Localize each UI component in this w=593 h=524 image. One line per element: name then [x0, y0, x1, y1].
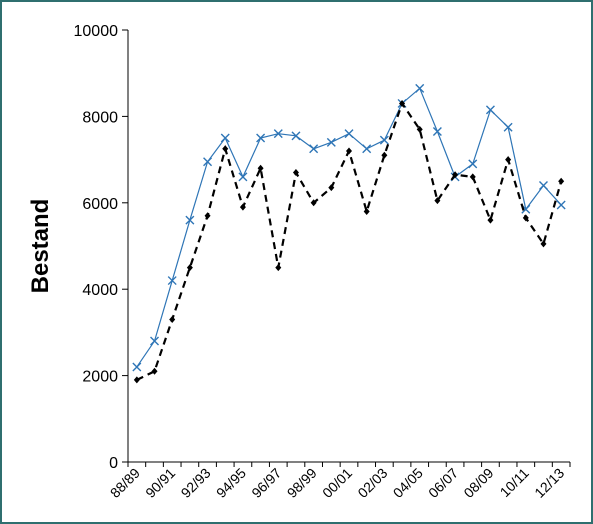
x-tick-label: 96/97 — [248, 465, 284, 501]
y-tick-label: 0 — [109, 455, 118, 472]
point-marker — [522, 214, 529, 222]
y-tick-label: 6000 — [82, 196, 118, 213]
point-marker — [505, 156, 512, 164]
x-tick-label: 04/05 — [390, 465, 426, 501]
x-tick-label: 10/11 — [497, 465, 533, 501]
y-tick-label: 4000 — [82, 282, 118, 299]
point-marker — [150, 336, 160, 346]
x-tick-label: 08/09 — [460, 465, 496, 501]
point-marker — [344, 129, 354, 139]
x-tick-label: 00/01 — [319, 465, 355, 501]
point-marker — [203, 157, 213, 167]
point-marker — [238, 172, 248, 182]
point-marker — [275, 264, 282, 272]
x-tick-label: 02/03 — [354, 465, 390, 501]
point-marker — [167, 276, 177, 286]
point-marker — [239, 203, 246, 211]
series-line — [136, 87, 562, 368]
point-marker — [169, 315, 176, 323]
point-marker — [381, 151, 388, 159]
x-tick-label: 06/07 — [425, 465, 461, 501]
point-marker — [292, 169, 299, 177]
point-marker — [485, 105, 495, 115]
point-marker — [468, 159, 478, 169]
point-marker — [326, 137, 336, 147]
point-marker — [452, 171, 459, 179]
point-marker — [432, 127, 442, 137]
point-marker — [256, 133, 266, 143]
point-marker — [133, 376, 140, 384]
point-marker — [257, 164, 264, 172]
y-axis-label: Bestand — [27, 199, 54, 294]
point-marker — [415, 83, 425, 93]
y-tick-label: 10000 — [74, 23, 119, 40]
series-line — [136, 101, 563, 381]
x-tick-label: 90/91 — [142, 465, 178, 501]
point-marker — [291, 131, 301, 141]
point-marker — [151, 367, 158, 375]
point-marker — [132, 362, 142, 372]
point-marker — [558, 177, 565, 185]
point-marker — [273, 129, 283, 139]
point-marker — [309, 144, 319, 154]
point-marker — [185, 215, 195, 225]
point-marker — [399, 99, 406, 107]
point-marker — [538, 181, 548, 191]
point-marker — [540, 240, 547, 248]
point-marker — [220, 133, 230, 143]
point-marker — [204, 212, 211, 220]
point-marker — [503, 122, 513, 132]
point-marker — [186, 264, 193, 272]
point-marker — [346, 147, 352, 155]
point-marker — [379, 135, 389, 145]
point-marker — [362, 144, 372, 154]
point-marker — [310, 199, 317, 207]
y-tick-label: 8000 — [82, 109, 118, 126]
point-marker — [434, 197, 441, 205]
x-tick-label: 94/95 — [213, 465, 249, 501]
point-marker — [328, 184, 335, 192]
point-marker — [487, 216, 494, 224]
y-tick-label: 2000 — [82, 369, 118, 386]
point-marker — [556, 200, 566, 210]
x-tick-label: 98/99 — [284, 465, 320, 501]
x-tick-label: 92/93 — [178, 465, 214, 501]
point-marker — [363, 207, 370, 215]
point-marker — [416, 125, 423, 133]
x-tick-label: 12/13 — [531, 465, 567, 501]
point-marker — [469, 173, 476, 181]
point-marker — [222, 145, 229, 153]
